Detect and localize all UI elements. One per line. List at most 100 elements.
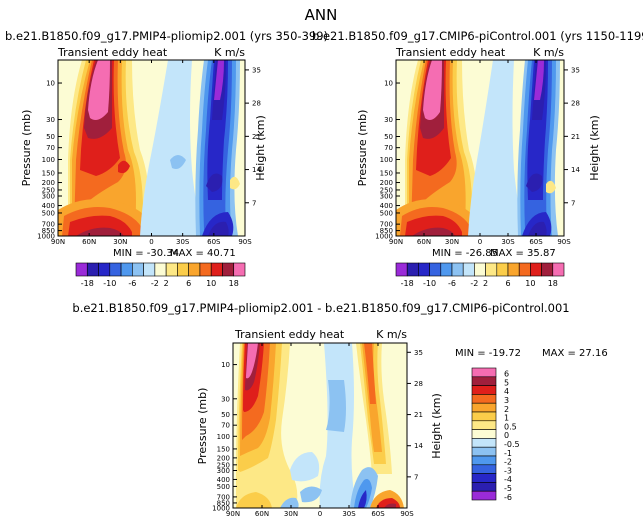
- colorbar-label: -4: [504, 475, 512, 484]
- y2-tick-label: 14: [571, 166, 580, 174]
- contour-fill: [468, 60, 525, 236]
- contour-field: [396, 60, 564, 236]
- colorbar-label: -10: [103, 279, 116, 288]
- panel-subtitle-right: K m/s: [376, 328, 407, 341]
- colorbar-swatch: [143, 262, 156, 277]
- colorbar-swatch: [222, 262, 235, 277]
- y2-tick-label: 21: [414, 411, 423, 419]
- colorbar-swatch: [471, 482, 497, 492]
- y2-tick-label: 7: [571, 199, 575, 207]
- colorbar: -18 -10 -6 -2 2 6 10 18: [75, 262, 246, 288]
- y-tick-label: 70: [221, 422, 230, 430]
- y2-axis-label: Height (km): [254, 115, 267, 181]
- colorbar-swatch: [75, 262, 88, 277]
- min-label: MIN = -26.85: [432, 248, 498, 259]
- contour-fill: [423, 60, 442, 120]
- contour-fill: [246, 343, 258, 379]
- x-tick-label: 90S: [557, 238, 571, 246]
- x-tick-label: 30S: [342, 510, 356, 518]
- contour-fill: [88, 60, 110, 120]
- y2-tick-label: 14: [414, 442, 423, 450]
- colorbar-label: 3: [504, 396, 509, 405]
- y-tick-label: 700: [380, 221, 393, 229]
- y-tick-label: 400: [380, 202, 393, 210]
- colorbar-swatch: [395, 262, 408, 277]
- y-tick-label: 150: [42, 169, 55, 177]
- y-tick-label: 850: [380, 227, 393, 235]
- y-tick-label: 200: [217, 454, 230, 462]
- y-tick-label: 70: [384, 144, 393, 152]
- panel-subtitle-left: Transient eddy heat: [234, 328, 345, 341]
- colorbar-label: 18: [548, 279, 558, 288]
- panel-left: b.e21.B1850.f09_g17.PMIP4-pliomip2.001 (…: [5, 29, 328, 288]
- contour-fill: [326, 380, 346, 432]
- colorbar-swatch: [471, 473, 497, 483]
- panel-title: b.e21.B1850.f09_g17.CMIP6-piControl.001 …: [312, 29, 643, 43]
- x-tick-label: 0: [478, 238, 482, 246]
- colorbar-swatch: [541, 262, 554, 277]
- y-tick-label: 700: [42, 221, 55, 229]
- contour-fill: [384, 503, 396, 508]
- x-tick-label: 30N: [113, 238, 127, 246]
- y-tick-label: 50: [46, 133, 55, 141]
- y-tick-label: 100: [42, 156, 55, 164]
- colorbar-label: -3: [504, 466, 512, 475]
- y-tick-label: 200: [380, 179, 393, 187]
- colorbar: -18 -10 -6 -2 2 6 10 18: [395, 262, 565, 288]
- y-tick-label: 850: [217, 499, 230, 507]
- x-tick-label: 60S: [529, 238, 543, 246]
- y-tick-label: 500: [380, 209, 393, 217]
- panel-subtitle-left: Transient eddy heat: [57, 46, 168, 59]
- colorbar-swatch: [471, 438, 497, 448]
- colorbar-label: 6: [504, 370, 509, 379]
- colorbar-swatch: [471, 420, 497, 430]
- colorbar-swatch: [496, 262, 509, 277]
- y-tick-label: 1000: [212, 505, 230, 513]
- contour-field: [58, 60, 245, 236]
- colorbar-swatch: [120, 262, 133, 277]
- y-tick-label: 10: [221, 361, 230, 369]
- colorbar-swatch: [98, 262, 111, 277]
- contour-fill: [290, 452, 320, 482]
- colorbar-swatch: [471, 446, 497, 457]
- colorbar-label: 6: [505, 279, 510, 288]
- colorbar-label: -10: [423, 279, 436, 288]
- contour-fill: [170, 155, 186, 169]
- colorbar-swatch: [199, 262, 212, 277]
- axis-ticks: 90N 60N 30N 0 30S 60S 90S103050701001502002503…: [375, 60, 580, 246]
- y-tick-label: 300: [42, 193, 55, 201]
- colorbar-swatch: [451, 262, 464, 277]
- colorbar-label: 6: [186, 279, 191, 288]
- colorbar-label: 5: [504, 378, 509, 387]
- y-tick-label: 50: [221, 411, 230, 419]
- colorbar-swatch: [440, 262, 453, 277]
- colorbar-label: 10: [206, 279, 216, 288]
- colorbar-swatch: [471, 490, 497, 501]
- y-tick-label: 10: [46, 80, 55, 88]
- colorbar-swatch: [471, 411, 497, 422]
- x-tick-label: 90N: [51, 238, 65, 246]
- colorbar-swatch: [507, 262, 520, 277]
- colorbar-label: 2: [483, 279, 488, 288]
- colorbar-label: -5: [504, 484, 512, 493]
- y-tick-label: 250: [217, 461, 230, 469]
- y2-tick-label: 21: [252, 133, 261, 141]
- y-tick-label: 1000: [375, 233, 393, 241]
- colorbar-swatch: [471, 376, 497, 386]
- contour-fill: [534, 60, 544, 100]
- colorbar-swatch: [485, 262, 498, 277]
- y-tick-label: 150: [217, 445, 230, 453]
- panel-title: b.e21.B1850.f09_g17.PMIP4-pliomip2.001 -…: [72, 301, 569, 315]
- y2-tick-label: 14: [252, 166, 261, 174]
- contour-fill: [140, 60, 204, 236]
- y-tick-label: 10: [384, 80, 393, 88]
- x-tick-label: 90S: [238, 238, 252, 246]
- y-tick-label: 250: [380, 186, 393, 194]
- contour-fill: [546, 180, 556, 194]
- y2-tick-label: 28: [571, 100, 580, 108]
- min-label: MIN = -19.72: [455, 348, 521, 359]
- contour-fill: [208, 221, 229, 236]
- y2-axis-label: Height (km): [430, 393, 443, 459]
